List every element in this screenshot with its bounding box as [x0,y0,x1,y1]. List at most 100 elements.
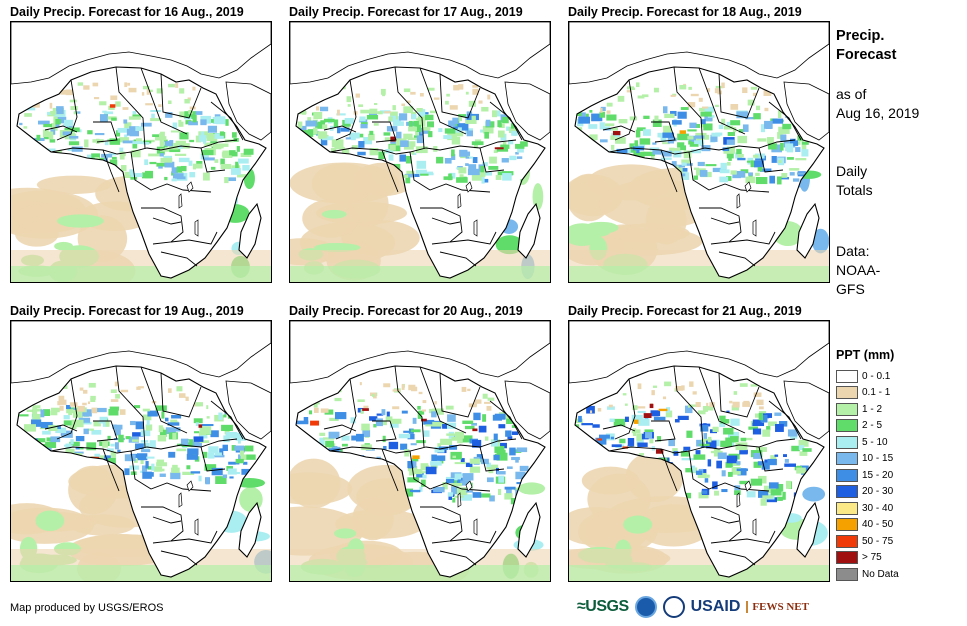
africa-map-svg [569,22,829,282]
legend-swatch [836,485,858,499]
lake [194,518,199,536]
legend-item: 1 - 2 [836,401,911,418]
legend-item: 40 - 50 [836,517,911,534]
as-of-date: as of Aug 16, 2019 [836,85,919,123]
madagascar-coastline [517,501,541,558]
legend-swatch [836,501,858,515]
mediterranean-coast [290,321,550,384]
legend-label: 40 - 50 [862,519,894,531]
lake [752,518,757,536]
forecast-panel-4: Daily Precip. Forecast for 19 Aug., 2019 [10,304,272,582]
lake [186,480,194,492]
legend-item: 2 - 5 [836,418,911,435]
legend-swatch [836,452,858,466]
lake [752,219,757,237]
arabian-peninsula [783,81,829,141]
madagascar-coastline [517,202,541,259]
legend-item: No Data [836,566,911,583]
forecast-panel-5: Daily Precip. Forecast for 20 Aug., 2019 [289,304,551,582]
legend-swatch [836,369,858,383]
lake [178,193,183,209]
fews-net-logo: FEWS NET [746,601,809,613]
africa-map-svg [569,321,829,581]
usgs-logo: ≈USGS [577,598,629,615]
precip-map [10,320,272,582]
legend-swatch [836,402,858,416]
africa-map-svg [290,321,550,581]
legend-item: 20 - 30 [836,484,911,501]
madagascar-landmass [518,204,540,258]
ocean-precip-field [569,451,829,581]
totals-line1: Daily [836,163,868,179]
data-source-line1: Data: [836,243,870,259]
lake [465,480,473,492]
data-source: Data: NOAA- GFS [836,242,880,299]
precip-map [568,320,830,582]
country-borders [44,365,244,566]
legend-swatch [836,567,858,581]
precip-legend: PPT (mm) 0 - 0.1 0.1 - 1 1 - 2 2 - 5 5 - 10 1… [836,348,911,583]
africa-coastline [16,66,267,279]
country-borders [44,66,244,267]
forecast-panel-1: Daily Precip. Forecast for 16 Aug., 2019 [10,5,272,283]
legend-item: 5 - 10 [836,434,911,451]
panel-title: Daily Precip. Forecast for 20 Aug., 2019 [289,304,523,318]
legend-label: 30 - 40 [862,502,894,514]
panel-title: Daily Precip. Forecast for 16 Aug., 2019 [10,5,244,19]
lake [457,193,462,209]
panel-title: Daily Precip. Forecast for 18 Aug., 2019 [568,5,802,19]
madagascar-landmass [239,503,261,557]
africa-coastline [295,365,546,578]
logo-strip: ≈USGS USAID FEWS NET [577,594,809,620]
lake [457,492,462,508]
product-title-line2: Forecast [836,47,897,63]
legend-swatch [836,468,858,482]
madagascar-landmass [797,503,819,557]
lake [473,518,478,536]
africa-map-svg [11,321,271,581]
legend-label: > 75 [862,552,882,564]
precip-map [568,21,830,283]
as-of-value: Aug 16, 2019 [836,105,920,121]
madagascar-coastline [796,202,820,259]
data-source-line3: GFS [836,281,865,297]
lake [178,492,183,508]
mediterranean-coast [569,22,829,85]
madagascar-coastline [238,501,262,558]
legend-label: 1 - 2 [862,403,883,415]
forecast-panel-3: Daily Precip. Forecast for 18 Aug., 2019 [568,5,830,283]
forecast-panel-2: Daily Precip. Forecast for 17 Aug., 2019 [289,5,551,283]
country-borders [602,66,802,267]
madagascar-coastline [796,501,820,558]
legend-swatch [836,518,858,532]
lake [194,219,199,237]
legend-item: 10 - 15 [836,451,911,468]
ocean-precip-field [569,164,829,282]
mediterranean-coast [11,321,271,384]
africa-map-svg [11,22,271,282]
madagascar-landmass [518,503,540,557]
africa-coastline [16,365,267,578]
totals-note: Daily Totals [836,162,873,200]
ocean-precip-field [290,458,550,581]
legend-item: 0.1 - 1 [836,385,911,402]
lake [186,181,194,193]
precip-map [289,320,551,582]
ocean-precip-field [290,160,550,282]
legend-swatch [836,534,858,548]
legend-item: > 75 [836,550,911,567]
panel-title: Daily Precip. Forecast for 17 Aug., 2019 [289,5,523,19]
legend-label: 15 - 20 [862,469,894,481]
lake [736,492,741,508]
usaid-seal-icon [662,596,685,618]
legend-label: 0.1 - 1 [862,387,891,399]
lake [736,193,741,209]
legend-swatch [836,386,858,400]
legend-label: No Data [862,568,899,580]
legend-label: 10 - 15 [862,453,894,465]
legend-item: 30 - 40 [836,500,911,517]
precip-map [289,21,551,283]
arabian-peninsula [504,81,550,141]
legend-item: 50 - 75 [836,533,911,550]
arabian-peninsula [504,380,550,440]
